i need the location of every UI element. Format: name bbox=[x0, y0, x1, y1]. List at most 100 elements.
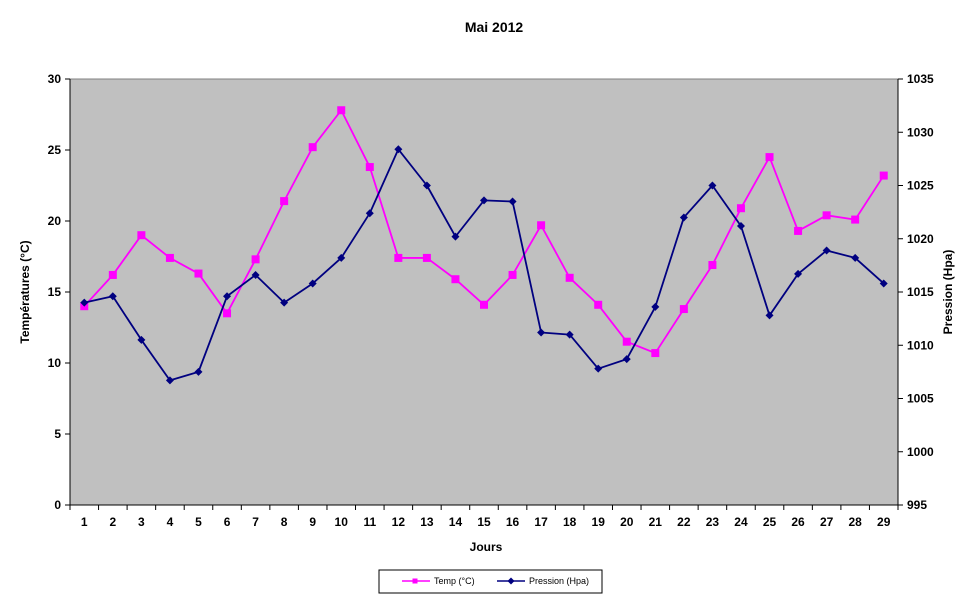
y-left-tick-label: 5 bbox=[54, 427, 61, 441]
y-axis-left-ticks: 0 5 10 15 20 25 30 bbox=[48, 72, 70, 512]
data-point bbox=[194, 367, 203, 376]
data-point bbox=[765, 153, 774, 162]
data-point bbox=[451, 232, 460, 241]
chart-title: Mai 2012 bbox=[465, 19, 524, 35]
data-point bbox=[651, 302, 660, 311]
data-point bbox=[223, 309, 232, 318]
data-point bbox=[280, 197, 289, 206]
x-tick-label: 16 bbox=[506, 515, 520, 529]
x-axis-ticks: 1 2 3 4 5 6 7 8 9 10 11 12 13 14 15 16 17 18 19 20 21 22 23 24 2… bbox=[69, 505, 899, 529]
data-point bbox=[679, 213, 688, 222]
legend-temp-label: Temp (°C) bbox=[434, 576, 475, 586]
data-point bbox=[365, 163, 374, 172]
data-point bbox=[508, 197, 517, 206]
data-point bbox=[708, 181, 717, 190]
y-left-tick-label: 20 bbox=[48, 214, 62, 228]
data-point bbox=[137, 231, 146, 240]
y-axis-right-label: Pression (Hpa) bbox=[941, 250, 955, 335]
x-tick-label: 29 bbox=[877, 515, 891, 529]
data-point bbox=[594, 364, 603, 373]
data-point bbox=[194, 269, 203, 278]
data-point bbox=[251, 270, 260, 279]
y-right-tick-label: 995 bbox=[907, 498, 927, 512]
x-tick-label: 8 bbox=[281, 515, 288, 529]
x-tick-label: 3 bbox=[138, 515, 145, 529]
x-axis-label: Jours bbox=[470, 540, 503, 554]
legend-pression-marker bbox=[507, 577, 515, 585]
data-point bbox=[337, 253, 346, 262]
x-tick-label: 6 bbox=[224, 515, 231, 529]
data-point bbox=[308, 279, 317, 288]
data-point bbox=[394, 145, 403, 154]
data-point bbox=[794, 226, 803, 235]
x-tick-label: 1 bbox=[81, 515, 88, 529]
y-left-tick-label: 0 bbox=[54, 498, 61, 512]
data-point bbox=[508, 270, 517, 279]
plot-area bbox=[69, 78, 899, 506]
data-point bbox=[108, 270, 117, 279]
data-point bbox=[565, 330, 574, 339]
data-point bbox=[108, 292, 117, 301]
data-point bbox=[679, 305, 688, 314]
x-tick-label: 19 bbox=[592, 515, 606, 529]
x-tick-label: 10 bbox=[335, 515, 349, 529]
data-point bbox=[165, 253, 174, 262]
y-right-tick-label: 1025 bbox=[907, 179, 934, 193]
x-tick-label: 28 bbox=[848, 515, 862, 529]
data-point bbox=[537, 328, 546, 337]
data-point bbox=[851, 215, 860, 224]
y-axis-left-label: Températures (°C) bbox=[18, 240, 32, 343]
x-tick-label: 12 bbox=[392, 515, 406, 529]
data-point bbox=[822, 211, 831, 220]
data-point bbox=[822, 246, 831, 255]
x-tick-label: 13 bbox=[420, 515, 434, 529]
data-point bbox=[537, 221, 546, 230]
data-point bbox=[480, 300, 488, 309]
data-point bbox=[565, 273, 574, 282]
x-tick-label: 23 bbox=[706, 515, 720, 529]
data-point bbox=[137, 335, 146, 344]
data-point bbox=[422, 253, 431, 262]
data-point bbox=[337, 106, 346, 115]
x-tick-label: 14 bbox=[449, 515, 463, 529]
data-point bbox=[708, 261, 717, 270]
y-right-tick-label: 1035 bbox=[907, 72, 934, 86]
y-axis-right-ticks: 995 1000 1005 1010 1015 1020 1025 1030 1035 bbox=[898, 72, 934, 512]
data-point bbox=[794, 269, 803, 278]
x-tick-label: 15 bbox=[477, 515, 491, 529]
y-left-tick-label: 15 bbox=[48, 285, 62, 299]
series-pression bbox=[80, 145, 888, 385]
data-point bbox=[651, 349, 660, 358]
series-temp bbox=[80, 106, 888, 358]
x-tick-label: 21 bbox=[649, 515, 663, 529]
series-layer bbox=[80, 106, 888, 385]
x-tick-label: 9 bbox=[309, 515, 316, 529]
data-point bbox=[251, 255, 260, 264]
x-tick-label: 18 bbox=[563, 515, 577, 529]
y-right-tick-label: 1020 bbox=[907, 232, 934, 246]
data-point bbox=[736, 204, 745, 213]
legend-box bbox=[378, 569, 603, 594]
data-point bbox=[879, 279, 888, 288]
data-point bbox=[280, 298, 289, 307]
data-point bbox=[851, 253, 860, 262]
data-point bbox=[394, 253, 403, 262]
data-point bbox=[365, 209, 374, 218]
y-left-tick-label: 25 bbox=[48, 143, 62, 157]
x-tick-label: 27 bbox=[820, 515, 834, 529]
x-tick-label: 26 bbox=[791, 515, 805, 529]
legend-pression-label: Pression (Hpa) bbox=[529, 576, 589, 586]
data-point bbox=[165, 376, 174, 385]
x-tick-label: 4 bbox=[167, 515, 174, 529]
data-point bbox=[622, 337, 631, 346]
y-left-tick-label: 10 bbox=[48, 356, 62, 370]
x-tick-label: 22 bbox=[677, 515, 691, 529]
data-point bbox=[422, 181, 431, 190]
data-point bbox=[451, 275, 460, 284]
x-tick-label: 20 bbox=[620, 515, 634, 529]
x-tick-label: 2 bbox=[109, 515, 116, 529]
data-point bbox=[765, 311, 774, 320]
y-left-tick-label: 30 bbox=[48, 72, 62, 86]
x-tick-label: 7 bbox=[252, 515, 259, 529]
